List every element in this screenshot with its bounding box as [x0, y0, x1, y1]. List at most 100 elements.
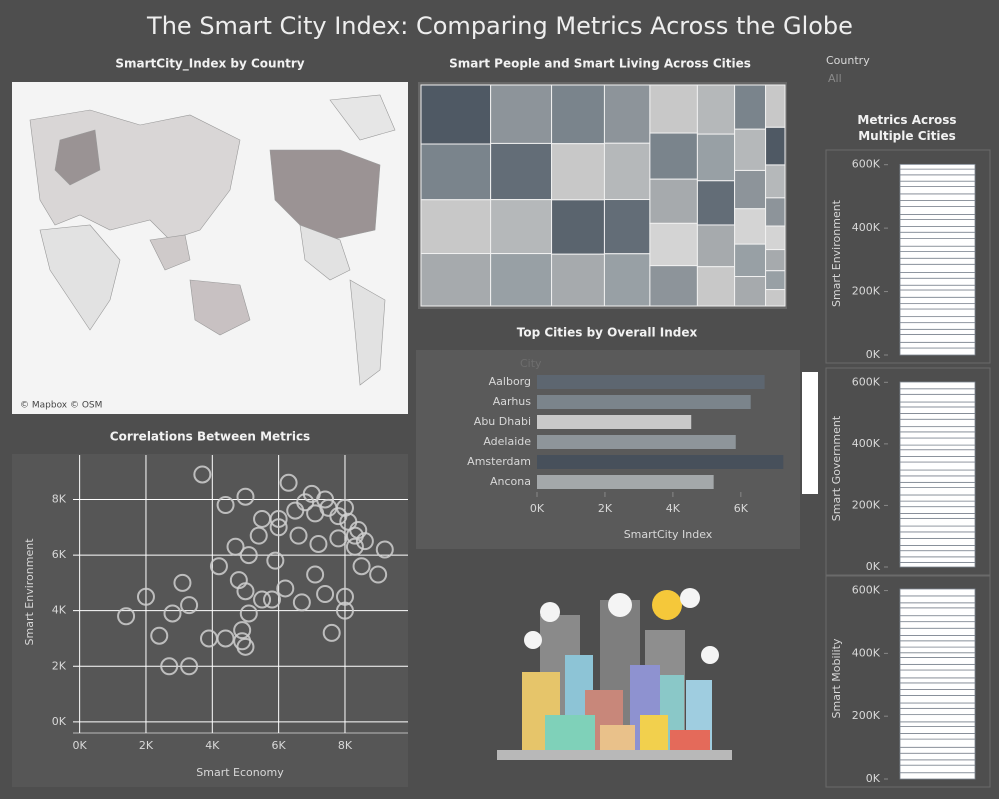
x-tick-label: 4K — [666, 502, 681, 515]
stack-segment — [899, 219, 976, 227]
map-land — [29, 94, 396, 386]
point — [263, 590, 282, 609]
treemap-title: Smart People and Smart Living Across Cit… — [449, 57, 751, 71]
stack-segment — [899, 545, 976, 552]
bar — [537, 415, 692, 429]
x-tick-label: 2K — [139, 739, 154, 752]
treemap-tile — [765, 225, 786, 251]
y-tick-label: 600K — [852, 158, 881, 171]
point — [316, 585, 335, 603]
treemap-tile — [649, 132, 698, 180]
scatter-title: Correlations Between Metrics — [110, 430, 310, 444]
y-tick-label: Aalborg — [489, 375, 531, 388]
stack-segment — [899, 726, 976, 734]
bar — [537, 475, 714, 489]
stack-segment — [899, 682, 976, 690]
y-tick-label: Adelaide — [483, 435, 531, 448]
point — [292, 593, 311, 612]
stack-segment — [899, 341, 976, 349]
stack-segment — [899, 193, 976, 201]
point — [193, 465, 212, 484]
stack-segment — [899, 333, 976, 343]
stack-segment — [899, 186, 976, 195]
stack-segment — [899, 531, 976, 539]
stack-segment — [899, 663, 976, 671]
stack-segment — [899, 308, 976, 318]
y-tick-label: 400K — [852, 221, 881, 234]
stack-segment — [899, 513, 976, 519]
y-tick-label: Abu Dhabi — [474, 415, 531, 428]
point — [269, 518, 288, 537]
stack-segment — [899, 251, 976, 259]
y-tick-label: 8K — [52, 492, 67, 505]
stack-segment — [899, 296, 976, 305]
treemap-tile — [551, 143, 605, 201]
stack-segment — [899, 413, 976, 420]
treemap-tile — [734, 169, 767, 210]
point — [163, 604, 182, 623]
treemap-tile — [765, 197, 786, 227]
point — [345, 537, 364, 556]
y-tick-label: 400K — [852, 437, 881, 450]
stack-segment — [899, 657, 976, 665]
point — [355, 532, 374, 551]
stack-segment — [899, 621, 976, 629]
stack-segment — [899, 695, 976, 704]
treemap-tile — [603, 84, 651, 144]
stack-segment — [899, 174, 976, 182]
y-tick-label: Amsterdam — [467, 455, 531, 468]
stack-segment — [899, 328, 976, 335]
stack-segment — [899, 561, 976, 568]
x-tick-label: 6K — [272, 739, 287, 752]
stack-segment — [899, 257, 976, 265]
point — [209, 557, 228, 576]
treemap-tile — [603, 253, 651, 307]
stack-segment — [899, 284, 976, 291]
point — [335, 498, 354, 517]
treemap-tile — [765, 164, 786, 199]
point — [216, 629, 235, 648]
point — [375, 540, 394, 559]
y-tick-label: 2K — [52, 659, 67, 672]
stack-segment — [899, 487, 976, 496]
scrollbar[interactable] — [802, 372, 818, 494]
y-axis-label: Smart Mobility — [830, 638, 843, 718]
y-axis-label: Smart Environment — [830, 199, 843, 307]
stack-segment — [899, 550, 976, 558]
y-axis-label: Smart Government — [830, 415, 843, 521]
stack-segment — [899, 595, 976, 604]
point — [309, 534, 328, 553]
point — [306, 565, 325, 584]
stack-segment — [899, 444, 976, 451]
scatter-x-label: Smart Economy — [196, 766, 284, 779]
bar-x-label: SmartCity Index — [624, 528, 713, 541]
stack-segment — [899, 500, 976, 508]
stack-segment — [899, 231, 976, 239]
point — [269, 509, 288, 528]
x-tick-label: 0K — [73, 739, 88, 752]
treemap-tile — [734, 243, 767, 278]
x-tick-label: 4K — [205, 739, 220, 752]
stack-segment — [899, 556, 976, 563]
filter-value[interactable]: All — [828, 72, 842, 85]
treemap-tile — [490, 199, 553, 255]
treemap-tile — [551, 84, 605, 145]
y-tick-label: Aarhus — [493, 395, 532, 408]
stack-segment — [899, 677, 976, 684]
stack-segment — [899, 602, 976, 609]
point — [316, 490, 335, 509]
metrics-title: Metrics Across Multiple Cities — [857, 113, 957, 143]
treemap-tile — [490, 84, 553, 144]
x-tick-label: 2K — [598, 502, 613, 515]
stack-segment — [899, 733, 976, 740]
stack-segment — [899, 635, 976, 642]
stack-segment — [899, 738, 976, 748]
stack-segment — [899, 163, 976, 170]
treemap-tile — [734, 128, 767, 171]
map-title: SmartCity_Index by Country — [115, 57, 304, 72]
point — [150, 626, 169, 645]
stack-segment — [899, 475, 976, 483]
stack-segment — [899, 303, 976, 310]
point — [173, 573, 192, 592]
treemap-tile — [696, 224, 736, 268]
